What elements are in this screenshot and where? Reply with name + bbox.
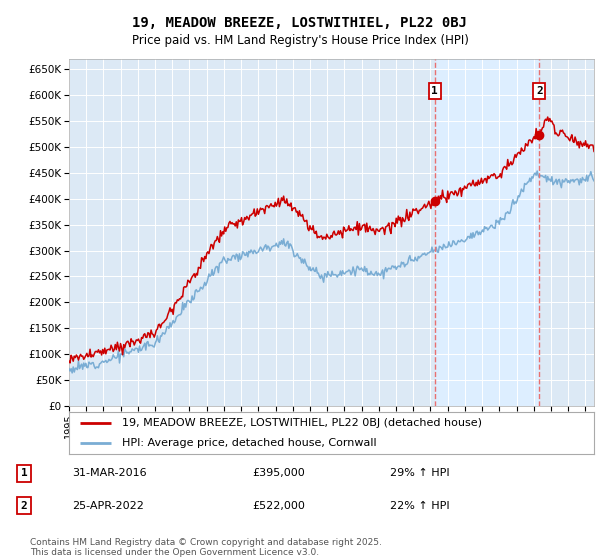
- Bar: [435, 59, 539, 406]
- Text: 29% ↑ HPI: 29% ↑ HPI: [390, 468, 449, 478]
- Text: 31-MAR-2016: 31-MAR-2016: [72, 468, 146, 478]
- Text: 19, MEADOW BREEZE, LOSTWITHIEL, PL22 0BJ: 19, MEADOW BREEZE, LOSTWITHIEL, PL22 0BJ: [133, 16, 467, 30]
- Text: 22% ↑ HPI: 22% ↑ HPI: [390, 501, 449, 511]
- Text: 2: 2: [20, 501, 28, 511]
- Text: 25-APR-2022: 25-APR-2022: [72, 501, 144, 511]
- Text: 1: 1: [431, 86, 438, 96]
- Text: Price paid vs. HM Land Registry's House Price Index (HPI): Price paid vs. HM Land Registry's House …: [131, 34, 469, 46]
- Text: 2: 2: [536, 86, 542, 96]
- Text: 19, MEADOW BREEZE, LOSTWITHIEL, PL22 0BJ (detached house): 19, MEADOW BREEZE, LOSTWITHIEL, PL22 0BJ…: [121, 418, 482, 428]
- Text: 1: 1: [20, 468, 28, 478]
- Text: Contains HM Land Registry data © Crown copyright and database right 2025.
This d: Contains HM Land Registry data © Crown c…: [30, 538, 382, 557]
- Text: £395,000: £395,000: [252, 468, 305, 478]
- Text: HPI: Average price, detached house, Cornwall: HPI: Average price, detached house, Corn…: [121, 438, 376, 448]
- Text: £522,000: £522,000: [252, 501, 305, 511]
